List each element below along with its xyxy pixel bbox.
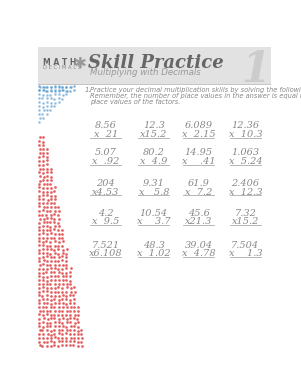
Text: 7.32: 7.32 — [234, 209, 256, 218]
Text: 1: 1 — [242, 49, 271, 91]
Text: x   5.8: x 5.8 — [139, 188, 169, 197]
Text: M A T H: M A T H — [43, 58, 76, 67]
Text: 6.089: 6.089 — [185, 122, 213, 131]
Text: 7.521: 7.521 — [92, 241, 120, 250]
Text: x    3.7: x 3.7 — [137, 217, 171, 226]
Text: 80.2: 80.2 — [143, 149, 165, 158]
Text: D E C I M A L S: D E C I M A L S — [43, 65, 81, 70]
Text: x    1.3: x 1.3 — [228, 249, 262, 258]
Text: ✱: ✱ — [74, 56, 87, 71]
Text: x21.3: x21.3 — [185, 217, 213, 226]
Text: 14.95: 14.95 — [185, 149, 213, 158]
Text: Remember, the number of place values in the answer is equal to the sum of the: Remember, the number of place values in … — [90, 93, 301, 99]
Text: x  10.3: x 10.3 — [228, 130, 262, 139]
Text: 45.6: 45.6 — [188, 209, 210, 218]
Text: 8.56: 8.56 — [95, 122, 117, 131]
Text: 10.54: 10.54 — [140, 209, 168, 218]
Text: x    .41: x .41 — [182, 157, 216, 166]
Text: x  .92: x .92 — [92, 157, 119, 166]
Text: 1.: 1. — [85, 87, 92, 93]
Text: 4.2: 4.2 — [98, 209, 114, 218]
Bar — [38, 47, 271, 84]
Text: Practice your decimal multiplication skills by solving the following problems.: Practice your decimal multiplication ski… — [90, 87, 301, 93]
Text: 9.31: 9.31 — [143, 179, 165, 188]
Text: 1.063: 1.063 — [231, 149, 259, 158]
Text: Multiplying with Decimals: Multiplying with Decimals — [90, 67, 200, 76]
Text: x  5.24: x 5.24 — [228, 157, 262, 166]
Text: x  1.02: x 1.02 — [137, 249, 171, 258]
Text: x15.2: x15.2 — [232, 217, 259, 226]
Text: 7.504: 7.504 — [231, 241, 259, 250]
Text: x6.108: x6.108 — [89, 249, 123, 258]
Text: Skill Practice: Skill Practice — [88, 54, 224, 72]
Text: x  4.78: x 4.78 — [182, 249, 216, 258]
Text: x  7.2: x 7.2 — [185, 188, 213, 197]
Text: x  9.5: x 9.5 — [92, 217, 119, 226]
Text: x15.2: x15.2 — [140, 130, 168, 139]
Text: 61.9: 61.9 — [188, 179, 210, 188]
Text: 12.3: 12.3 — [143, 122, 165, 131]
Text: 5.07: 5.07 — [95, 149, 117, 158]
Text: 204: 204 — [96, 179, 115, 188]
Text: 2.406: 2.406 — [231, 179, 259, 188]
Text: x4.53: x4.53 — [92, 188, 119, 197]
Text: x  12.3: x 12.3 — [228, 188, 262, 197]
Text: 48.3: 48.3 — [143, 241, 165, 250]
Text: x  4.9: x 4.9 — [140, 157, 168, 166]
Text: place values of the factors.: place values of the factors. — [90, 99, 181, 105]
Text: x  2.15: x 2.15 — [182, 130, 216, 139]
Text: 39.04: 39.04 — [185, 241, 213, 250]
Text: 12.36: 12.36 — [231, 122, 259, 131]
Text: x  21: x 21 — [94, 130, 118, 139]
